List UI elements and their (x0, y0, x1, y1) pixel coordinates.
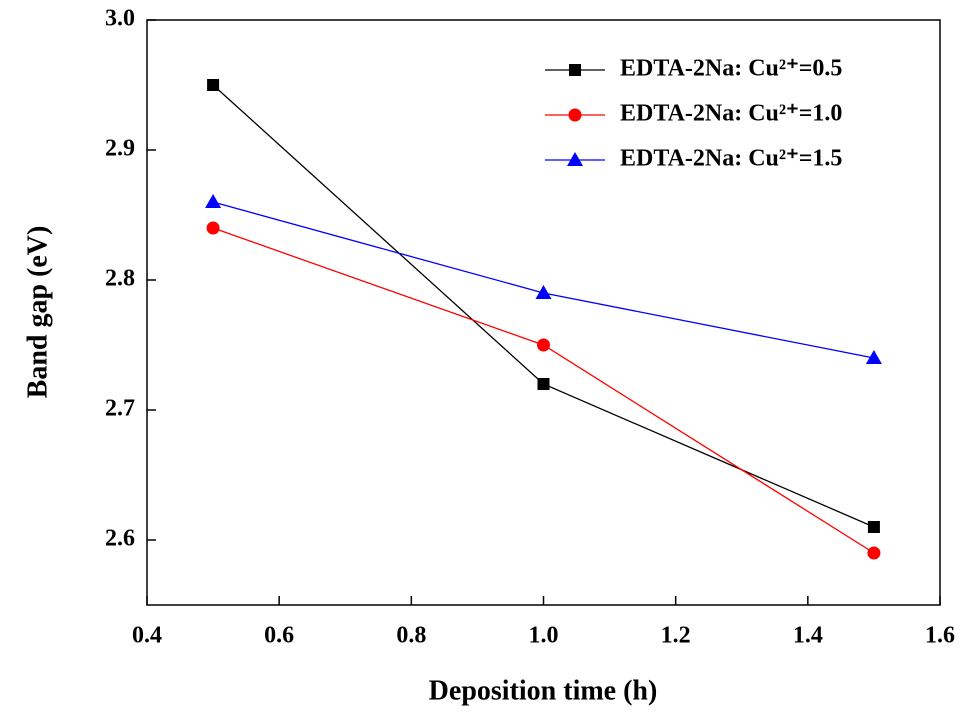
marker (867, 521, 880, 533)
y-tick-label: 2.6 (105, 526, 135, 552)
x-tick-label: 1.6 (925, 623, 955, 649)
y-axis-title: Band gap (eV) (22, 226, 53, 399)
legend-marker (568, 108, 582, 122)
legend-marker (569, 64, 581, 76)
x-tick-label: 1.4 (793, 623, 823, 649)
x-axis-title: Deposition time (h) (429, 675, 658, 706)
x-tick-label: 1.0 (529, 623, 559, 649)
y-tick-label: 2.7 (105, 396, 135, 422)
marker (867, 546, 881, 560)
marker (537, 338, 550, 352)
marker (537, 378, 550, 390)
marker (205, 194, 222, 208)
x-tick-label: 0.6 (264, 623, 294, 649)
x-tick-label: 0.4 (132, 623, 162, 649)
marker (865, 350, 882, 364)
legend-label: EDTA-2Na: Cu²⁺=1.0 (620, 101, 842, 127)
x-tick-label: 0.8 (396, 623, 426, 649)
series-line (212, 201, 875, 359)
marker (535, 285, 552, 299)
marker (207, 79, 220, 91)
legend-marker (567, 152, 583, 166)
y-tick-label: 2.9 (105, 136, 135, 162)
y-tick-label: 2.8 (105, 266, 135, 292)
x-tick-label: 1.2 (661, 623, 691, 649)
series-line (212, 227, 875, 554)
legend-label: EDTA-2Na: Cu²⁺=1.5 (620, 146, 842, 172)
legend-label: EDTA-2Na: Cu²⁺=0.5 (620, 56, 842, 82)
marker (206, 221, 220, 235)
y-tick-label: 3.0 (105, 6, 135, 32)
